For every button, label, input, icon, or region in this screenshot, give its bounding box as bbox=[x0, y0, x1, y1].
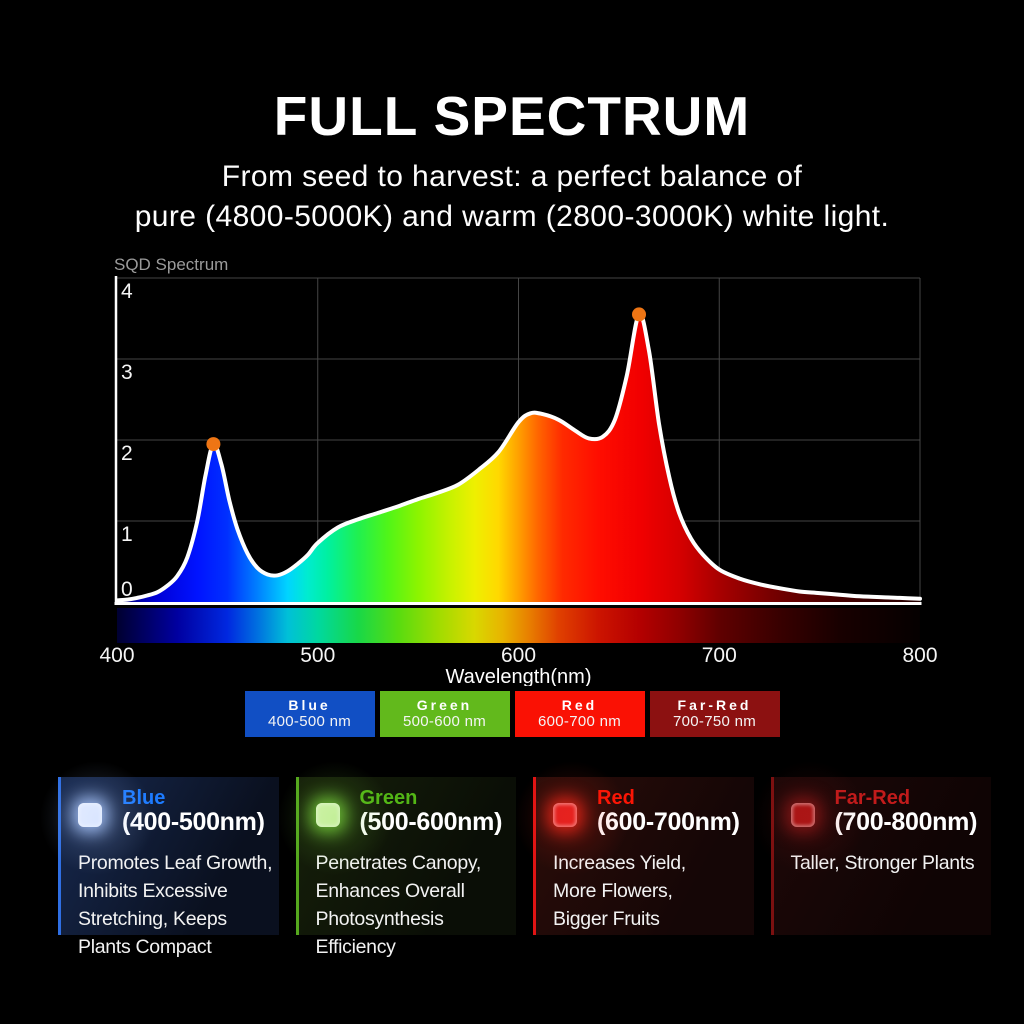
card-title: Green bbox=[359, 787, 418, 809]
legend-segment-range: 600-700 nm bbox=[537, 713, 622, 731]
subtitle-line2: pure (4800-5000K) and warm (2800-3000K) … bbox=[134, 200, 890, 233]
spectrum-benefit-cards: Blue (400-500nm) Promotes Leaf Growth, I… bbox=[32, 753, 992, 958]
legend-segment-red: Red 600-700 nm bbox=[514, 691, 645, 737]
card-description: Penetrates Canopy, Enhances Overall Phot… bbox=[315, 852, 482, 958]
subtitle-line1: From seed to harvest: a perfect balance … bbox=[221, 160, 803, 193]
card-far-red: Far-Red (700-800nm) Taller, Stronger Pla… bbox=[744, 753, 992, 935]
legend-segment-blue: Blue 400-500 nm bbox=[244, 691, 375, 737]
card-title: Far-Red bbox=[834, 787, 911, 809]
card-description: Taller, Stronger Plants bbox=[790, 852, 975, 874]
card-header: Red (600-700nm) bbox=[533, 777, 754, 836]
card-accent-stripe bbox=[58, 777, 61, 935]
svg-text:3: 3 bbox=[121, 361, 133, 384]
svg-text:Wavelength(nm): Wavelength(nm) bbox=[446, 666, 592, 686]
svg-text:2: 2 bbox=[121, 442, 133, 465]
card-header: Green (500-600nm) bbox=[296, 777, 517, 836]
card-accent-stripe bbox=[295, 777, 299, 935]
green-led-icon bbox=[315, 803, 340, 827]
card-accent-stripe bbox=[770, 777, 774, 935]
card-range: (400-500nm) bbox=[122, 808, 265, 836]
svg-text:400: 400 bbox=[99, 644, 134, 667]
legend-segment-name: Red bbox=[561, 697, 598, 714]
card-title: Red bbox=[597, 787, 635, 809]
wavelength-legend: Blue 400-500 nm Green 500-600 nm Red 600… bbox=[0, 691, 1024, 737]
page-title: FULL SPECTRUM bbox=[273, 84, 751, 147]
sqd-spectrum-chart: SQD Spectrum 0 1 2 3 4 400 500 600 700 800 Waveleng… bbox=[0, 246, 1024, 686]
legend-segment-range: 400-500 nm bbox=[267, 713, 352, 731]
svg-text:500: 500 bbox=[300, 644, 335, 667]
svg-text:SQD Spectrum: SQD Spectrum bbox=[114, 255, 228, 274]
red-led-icon bbox=[553, 803, 577, 827]
card-red: Red (600-700nm) Increases Yield, More Fl… bbox=[507, 753, 754, 935]
legend-segment-far-red: Far-Red 700-750 nm bbox=[649, 691, 780, 737]
legend-segment-range: 700-750 nm bbox=[672, 713, 757, 731]
card-header: Blue (400-500nm) bbox=[58, 777, 279, 836]
card-range: (700-800nm) bbox=[834, 808, 978, 836]
card-accent-stripe bbox=[533, 777, 536, 935]
legend-segment-green: Green 500-600 nm bbox=[379, 691, 510, 737]
svg-text:800: 800 bbox=[902, 644, 937, 667]
card-blue: Blue (400-500nm) Promotes Leaf Growth, I… bbox=[32, 753, 279, 958]
legend-segment-name: Green bbox=[416, 697, 473, 714]
svg-text:4: 4 bbox=[121, 280, 133, 303]
blue-led-icon bbox=[78, 803, 102, 827]
far-red-led-icon bbox=[790, 803, 815, 827]
card-range: (600-700nm) bbox=[597, 808, 740, 836]
card-header: Far-Red (700-800nm) bbox=[771, 777, 992, 836]
legend-segment-name: Blue bbox=[288, 697, 331, 714]
card-description: Increases Yield, More Flowers, Bigger Fr… bbox=[553, 852, 686, 930]
card-range: (500-600nm) bbox=[359, 808, 503, 836]
card-description: Promotes Leaf Growth, Inhibits Excessive… bbox=[78, 852, 273, 958]
legend-segment-range: 500-600 nm bbox=[402, 713, 487, 731]
svg-text:600: 600 bbox=[501, 644, 536, 667]
svg-text:0: 0 bbox=[121, 578, 133, 601]
card-title: Blue bbox=[122, 787, 166, 809]
card-green: Green (500-600nm) Penetrates Canopy, Enh… bbox=[269, 753, 517, 958]
svg-text:700: 700 bbox=[702, 644, 737, 667]
legend-segment-name: Far-Red bbox=[677, 697, 752, 714]
svg-text:1: 1 bbox=[121, 523, 133, 546]
